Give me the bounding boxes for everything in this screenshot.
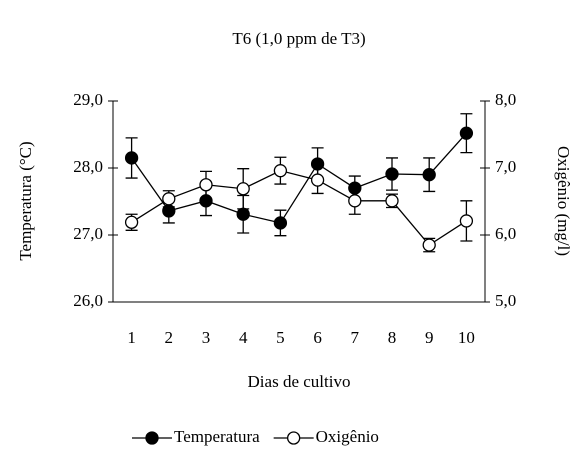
y2-tick-label: 5,0	[495, 291, 516, 310]
point	[273, 164, 288, 178]
point	[310, 173, 325, 187]
x-tick-label: 3	[202, 328, 211, 347]
y2-tick-label: 6,0	[495, 224, 516, 243]
legend-label: Oxigênio	[316, 427, 379, 446]
legend-marker	[287, 431, 301, 445]
point	[459, 214, 474, 228]
chart-title: T6 (1,0 ppm de T3)	[232, 29, 365, 48]
point	[459, 126, 474, 140]
point	[422, 168, 436, 182]
legend-label: Temperatura	[174, 427, 260, 446]
x-tick-label: 8	[388, 328, 397, 347]
point	[236, 207, 250, 221]
y2-tick-label: 7,0	[495, 157, 516, 176]
point	[385, 194, 399, 208]
y2-tick-label: 8,0	[495, 90, 516, 109]
y-tick-label: 27,0	[73, 224, 103, 243]
point	[273, 216, 288, 230]
point	[199, 178, 213, 192]
series-line	[131, 132, 467, 224]
y-tick-label: 26,0	[73, 291, 103, 310]
legend-marker	[145, 431, 159, 445]
y-axis-label: Temperatura (°C)	[16, 141, 35, 260]
point	[162, 192, 176, 206]
y-tick-label: 28,0	[73, 157, 103, 176]
x-tick-label: 7	[351, 328, 360, 347]
y-tick-label: 29,0	[73, 90, 103, 109]
x-tick-label: 2	[165, 328, 174, 347]
point	[422, 238, 436, 252]
x-tick-label: 1	[127, 328, 136, 347]
y2-axis-label: Oxigênio (mg/l)	[554, 146, 573, 256]
point	[348, 194, 362, 208]
x-tick-label: 6	[313, 328, 322, 347]
point	[385, 167, 399, 181]
x-tick-label: 10	[458, 328, 475, 347]
x-tick-label: 5	[276, 328, 285, 347]
series-line	[131, 169, 467, 246]
x-axis-label: Dias de cultivo	[248, 372, 351, 391]
x-tick-label: 4	[239, 328, 248, 347]
point	[124, 215, 139, 229]
point	[124, 151, 139, 165]
x-tick-label: 9	[425, 328, 434, 347]
point	[236, 182, 250, 196]
